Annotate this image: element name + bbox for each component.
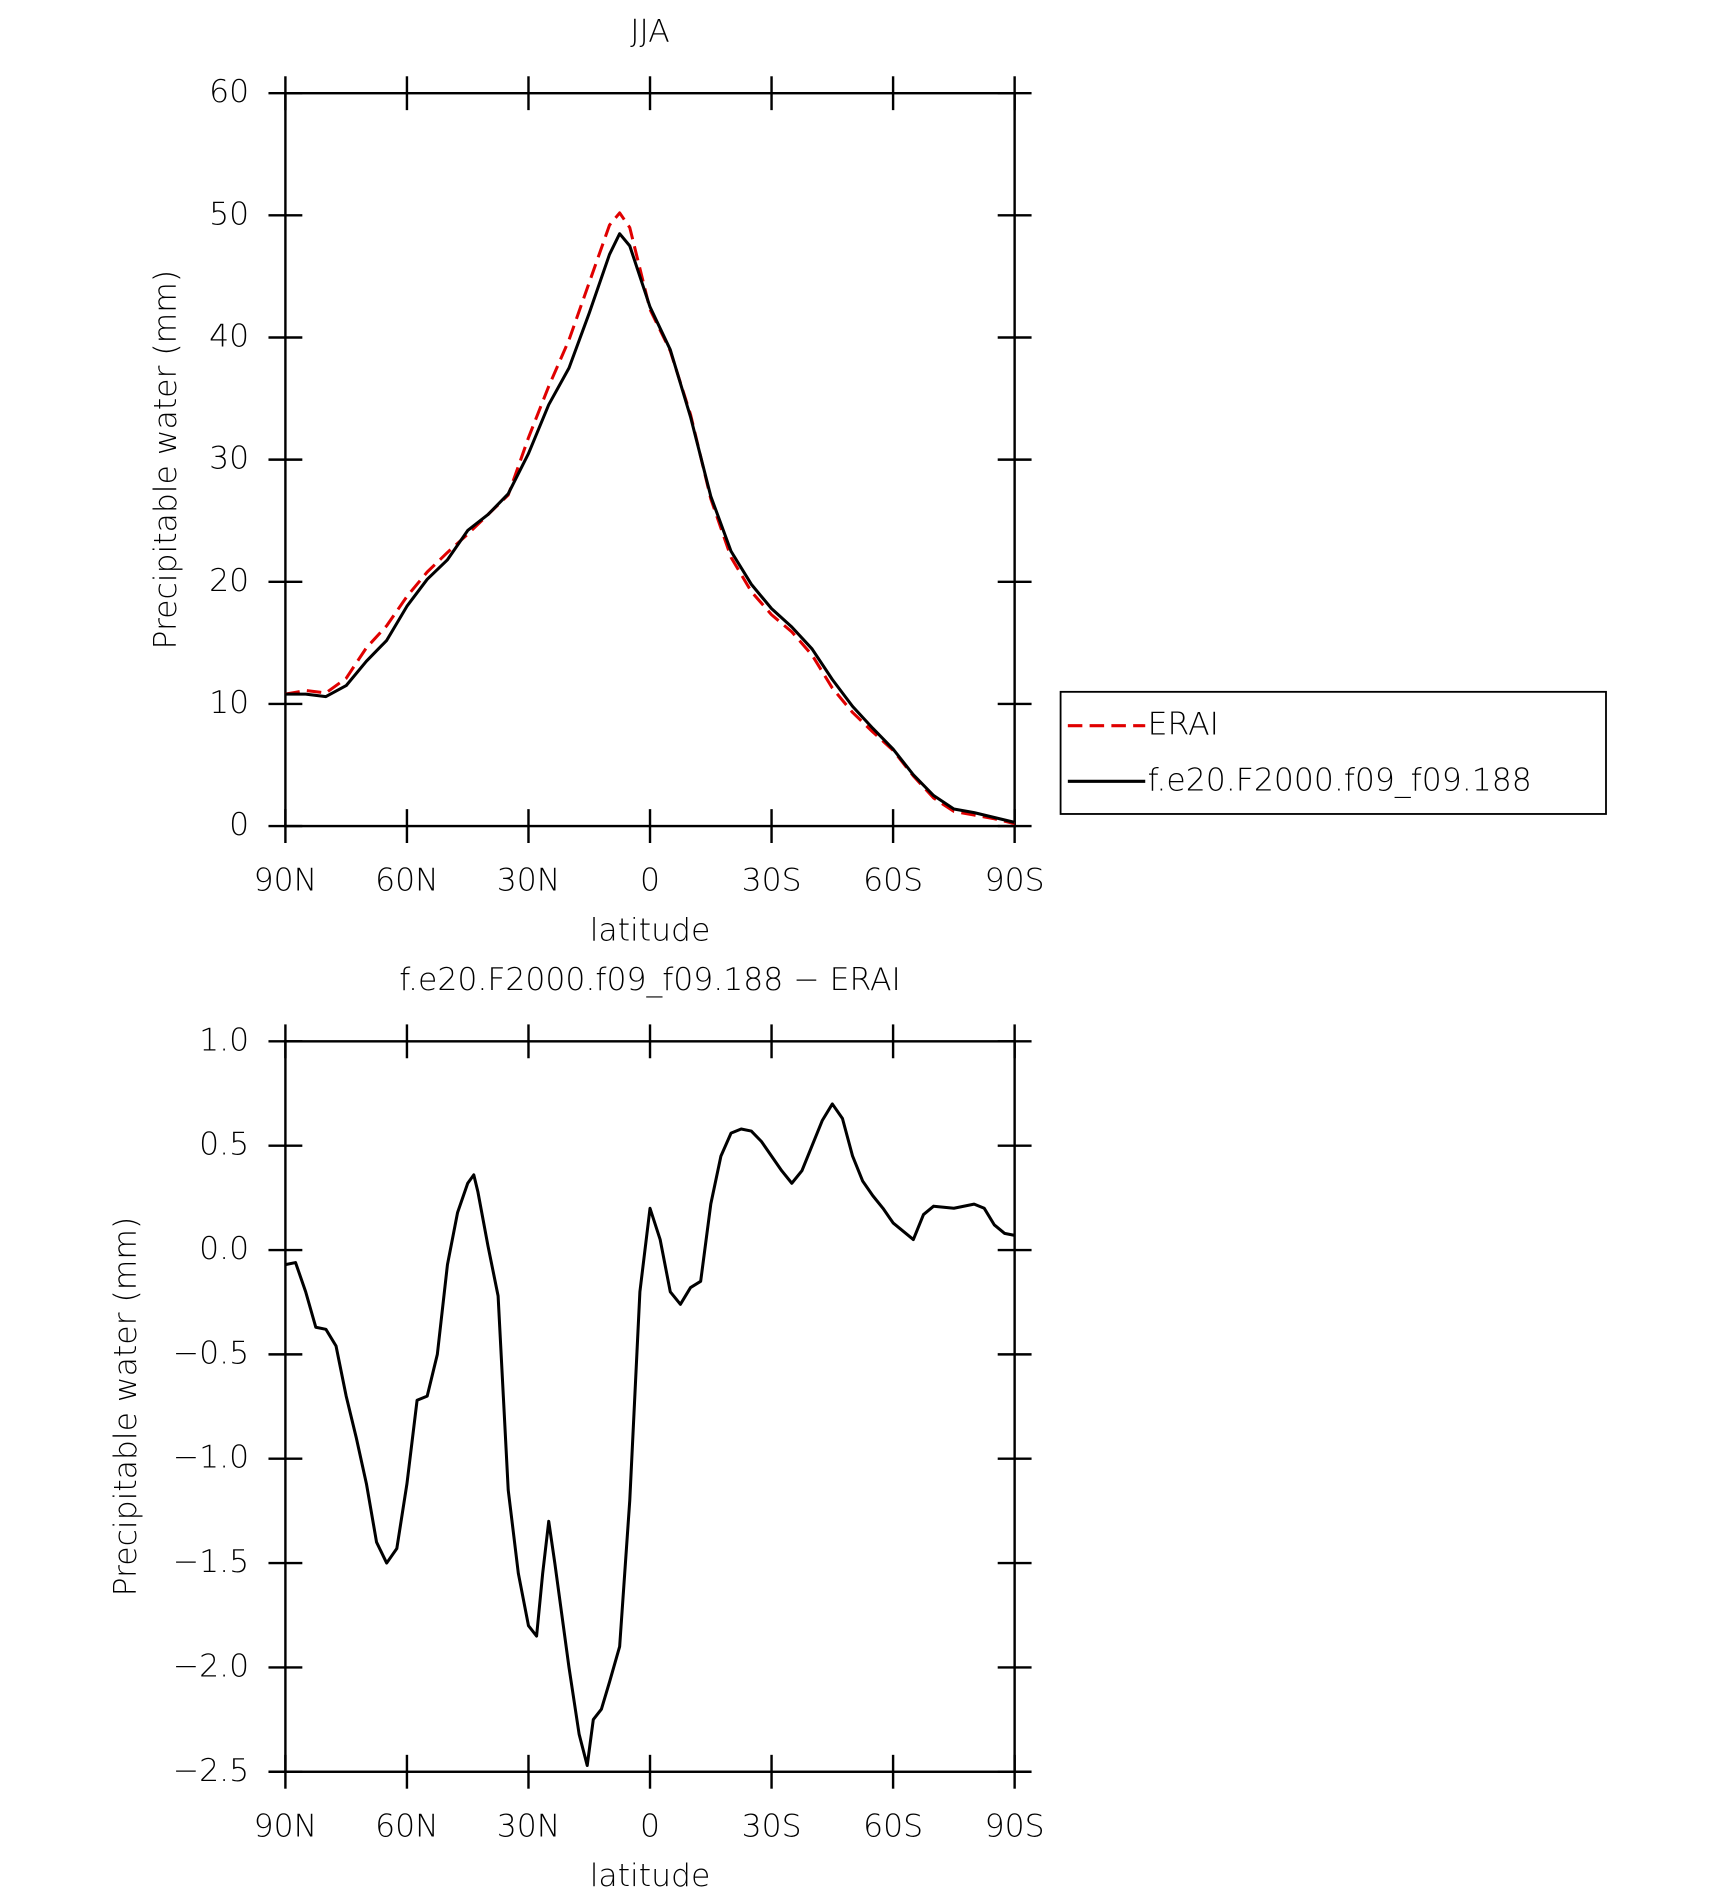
- x-tick-label: 60S: [863, 863, 923, 899]
- x-tick-label: 90N: [254, 863, 318, 899]
- x-tick-label: 60N: [375, 863, 439, 899]
- y-tick-label: 0.0: [199, 1231, 249, 1267]
- x-tick-label: 30N: [497, 1808, 561, 1844]
- y-tick-label: 0: [229, 807, 249, 843]
- legend-label: f.e20.F2000.f09_f09.188: [1148, 762, 1532, 798]
- x-tick-label: 30S: [742, 1808, 802, 1844]
- plot-frame: [284, 1040, 1016, 1773]
- y-tick-label: 30: [209, 441, 249, 477]
- x-tick-label: 90S: [985, 1808, 1045, 1844]
- x-tick-label: 60S: [863, 1808, 923, 1844]
- x-tick-label: 0: [640, 863, 660, 899]
- x-axis-label: latitude: [590, 1858, 711, 1894]
- x-tick-label: 90S: [985, 863, 1045, 899]
- x-tick-label: 30N: [497, 863, 561, 899]
- y-tick-label: −1.5: [173, 1544, 249, 1580]
- x-tick-label: 90N: [254, 1808, 318, 1844]
- y-tick-label: −2.0: [173, 1648, 249, 1684]
- plot-frame: [284, 92, 1016, 828]
- y-tick-label: −2.5: [173, 1753, 249, 1789]
- chart-title: JJA: [630, 14, 670, 50]
- y-axis-label: Precipitable water (mm): [108, 1217, 144, 1597]
- y-tick-label: 1.0: [199, 1022, 249, 1058]
- x-axis-label: latitude: [590, 912, 711, 948]
- y-tick-label: 0.5: [199, 1127, 249, 1163]
- y-axis-label: Precipitable water (mm): [148, 270, 184, 650]
- y-tick-label: 20: [209, 563, 249, 599]
- y-tick-label: −0.5: [173, 1335, 249, 1371]
- data-line: [285, 232, 1015, 824]
- data-line: [285, 1102, 1015, 1768]
- y-tick-label: 60: [209, 74, 249, 110]
- y-tick-label: −1.0: [173, 1440, 249, 1476]
- y-tick-label: 40: [209, 318, 249, 354]
- y-tick-label: 10: [209, 685, 249, 721]
- x-tick-label: 30S: [742, 863, 802, 899]
- y-tick-label: 50: [209, 196, 249, 232]
- x-tick-label: 60N: [375, 1808, 439, 1844]
- legend-label: ERAI: [1148, 707, 1219, 743]
- legend-box: [1059, 690, 1607, 815]
- chart-title: f.e20.F2000.f09_f09.188 − ERAI: [399, 962, 901, 998]
- x-tick-label: 0: [640, 1808, 660, 1844]
